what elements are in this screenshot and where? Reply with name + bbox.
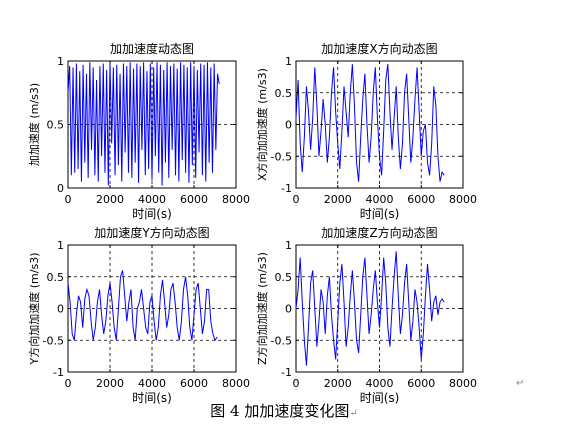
- x-tick-label: 2000: [96, 377, 124, 390]
- y-tick-label: 0.5: [47, 119, 65, 132]
- x-tick-label: 6000: [180, 193, 208, 206]
- x-tick-label: 8000: [222, 193, 250, 206]
- y-axis-label: X方向加加速度 (m/s3): [255, 68, 269, 181]
- figure-caption: 图 4 加加速度变化图↵: [0, 400, 568, 421]
- x-tick-label: 8000: [449, 193, 477, 206]
- paragraph-mark: ↵: [516, 378, 525, 389]
- chart-title: 加加速度Z方向动态图: [321, 225, 437, 240]
- y-tick-label: -0.5: [271, 334, 292, 347]
- chart-title: 加加速度X方向动态图: [321, 41, 437, 56]
- x-tick-label: 2000: [96, 193, 124, 206]
- caption-text: 图 4 加加速度变化图: [210, 402, 350, 420]
- x-tick-label: 0: [293, 377, 300, 390]
- series-line: [295, 64, 445, 182]
- x-tick-label: 4000: [138, 193, 166, 206]
- x-tick-label: 4000: [366, 193, 394, 206]
- panel-jerk-x: 0 2000 4000 6000 8000 -1 -0.5 0 0.5 1 加加速度X方向动态图时间…: [255, 41, 477, 221]
- panel-jerk-y: 0 2000 4000 6000 8000 -1 -0.5 0 0.5 1 加加速度Y方向动态图时间…: [27, 225, 250, 405]
- x-tick-label: 0: [65, 193, 72, 206]
- caption-mark: ↵: [349, 408, 358, 419]
- x-tick-label: 8000: [449, 377, 477, 390]
- y-tick-label: 0: [57, 182, 64, 195]
- y-tick-label: 0: [285, 303, 292, 316]
- x-tick-label: 2000: [324, 193, 352, 206]
- chart-title: 加加速度动态图: [110, 41, 194, 56]
- y-tick-label: -1: [53, 366, 64, 379]
- y-tick-label: 1: [285, 55, 292, 68]
- x-tick-label: 6000: [407, 377, 435, 390]
- x-tick-label: 6000: [407, 193, 435, 206]
- y-axis-label: Z方向加加速度 (m/s3): [255, 252, 269, 365]
- series-line: [295, 251, 445, 366]
- y-tick-label: 0: [285, 119, 292, 132]
- x-tick-label: 8000: [222, 377, 250, 390]
- y-tick-label: 1: [57, 55, 64, 68]
- x-tick-label: 4000: [138, 377, 166, 390]
- y-tick-label: 0.5: [275, 87, 293, 100]
- y-tick-label: 0.5: [47, 271, 65, 284]
- x-tick-label: 4000: [366, 377, 394, 390]
- y-tick-label: -0.5: [271, 150, 292, 163]
- x-axis-label: 时间(s): [360, 207, 400, 221]
- series-line: [67, 270, 218, 342]
- x-tick-label: 0: [65, 377, 72, 390]
- panel-jerk-z: 0 2000 4000 6000 8000 -1 -0.5 0 0.5 1 加加速度Z方向动态图时间…: [255, 225, 477, 405]
- x-tick-label: 6000: [180, 377, 208, 390]
- y-tick-label: 1: [285, 239, 292, 252]
- y-tick-label: 1: [57, 239, 64, 252]
- y-tick-label: -1: [281, 366, 292, 379]
- x-tick-label: 0: [293, 193, 300, 206]
- y-axis-label: 加加速度 (m/s3): [27, 83, 41, 166]
- x-axis-label: 时间(s): [360, 391, 400, 405]
- x-tick-label: 2000: [324, 377, 352, 390]
- y-tick-label: 0.5: [275, 271, 293, 284]
- y-tick-label: 0: [57, 303, 64, 316]
- x-axis-label: 时间(s): [132, 391, 172, 405]
- y-axis-label: Y方向加加速度 (m/s3): [27, 253, 41, 366]
- y-tick-label: -1: [281, 182, 292, 195]
- y-tick-label: -0.5: [43, 334, 64, 347]
- x-axis-label: 时间(s): [132, 207, 172, 221]
- chart-title: 加加速度Y方向动态图: [94, 225, 209, 240]
- series-line: [67, 62, 220, 186]
